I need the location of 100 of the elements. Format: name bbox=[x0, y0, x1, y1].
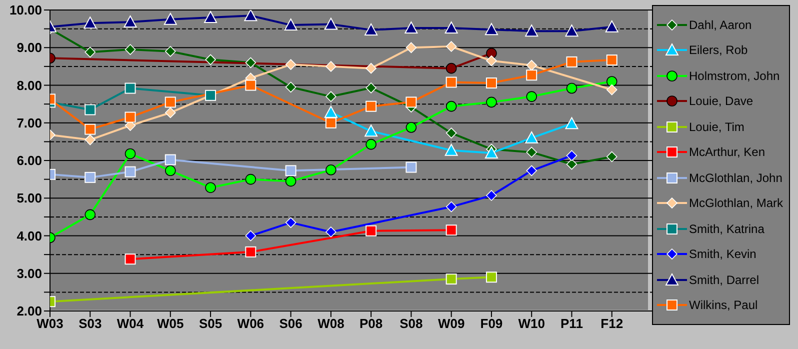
point bbox=[285, 176, 296, 187]
legend-label: McGlothlan, John bbox=[689, 170, 782, 185]
point bbox=[406, 42, 417, 54]
point bbox=[566, 158, 578, 170]
point bbox=[446, 201, 457, 212]
y-tick-label: 6.00 bbox=[16, 153, 42, 168]
point bbox=[566, 56, 578, 68]
x-tick-label: W03 bbox=[36, 316, 64, 332]
point bbox=[84, 46, 96, 58]
point bbox=[606, 54, 618, 66]
point bbox=[285, 82, 296, 93]
point bbox=[406, 122, 417, 133]
x-tick-label: F09 bbox=[480, 316, 503, 332]
point bbox=[84, 16, 97, 29]
legend-label: Eilers, Rob bbox=[689, 43, 748, 58]
point bbox=[565, 24, 578, 37]
point bbox=[124, 112, 136, 123]
point bbox=[165, 107, 176, 118]
point bbox=[245, 57, 256, 68]
x-tick-label: F12 bbox=[600, 316, 624, 332]
y-tick-label: 7.00 bbox=[16, 115, 42, 130]
point bbox=[565, 117, 578, 130]
point bbox=[366, 82, 376, 94]
legend-label: Louie, Tim bbox=[689, 120, 744, 134]
point bbox=[566, 82, 578, 94]
x-tick-label: W04 bbox=[116, 316, 144, 332]
point bbox=[486, 190, 497, 201]
legend-label: Wilkins, Paul bbox=[689, 298, 758, 312]
point bbox=[444, 22, 458, 34]
point bbox=[245, 230, 256, 242]
point bbox=[205, 54, 216, 66]
legend-label: Louie, Dave bbox=[689, 94, 754, 108]
point bbox=[446, 62, 457, 74]
point bbox=[324, 106, 338, 118]
x-tick-label: S06 bbox=[279, 316, 302, 332]
point bbox=[446, 76, 457, 88]
point bbox=[446, 41, 457, 52]
legend-label: Smith, Kevin bbox=[689, 247, 756, 262]
point bbox=[525, 24, 538, 37]
point bbox=[446, 100, 457, 112]
point bbox=[406, 162, 417, 173]
point bbox=[124, 148, 136, 160]
x-tick-label: P11 bbox=[560, 316, 583, 332]
point bbox=[124, 44, 136, 55]
point bbox=[406, 96, 417, 108]
point bbox=[205, 182, 216, 193]
point bbox=[366, 62, 376, 74]
point bbox=[566, 150, 578, 162]
point bbox=[124, 16, 137, 28]
point bbox=[444, 144, 458, 156]
point bbox=[606, 76, 618, 87]
point bbox=[84, 134, 96, 146]
legend-label: Dahl, Aaron bbox=[689, 18, 752, 32]
y-tick-label: 5.00 bbox=[16, 190, 42, 206]
x-tick-label: W08 bbox=[318, 316, 344, 332]
point bbox=[446, 274, 457, 285]
point bbox=[606, 84, 618, 96]
point bbox=[326, 226, 336, 238]
point bbox=[446, 224, 457, 236]
point bbox=[124, 254, 136, 265]
point bbox=[326, 61, 336, 72]
point bbox=[526, 165, 537, 176]
point bbox=[326, 91, 336, 102]
y-tick-label: 2.00 bbox=[16, 304, 42, 319]
point bbox=[605, 20, 618, 32]
point bbox=[164, 96, 176, 108]
x-tick-label: S03 bbox=[78, 316, 102, 332]
point bbox=[164, 154, 176, 166]
point bbox=[404, 22, 418, 34]
point bbox=[486, 55, 497, 66]
point bbox=[366, 225, 377, 236]
point bbox=[324, 18, 338, 30]
x-tick-label: W09 bbox=[438, 316, 465, 332]
point bbox=[285, 59, 296, 70]
point bbox=[245, 80, 256, 91]
y-tick-label: 3.00 bbox=[16, 266, 42, 281]
point bbox=[486, 96, 497, 108]
point bbox=[285, 165, 296, 176]
point bbox=[484, 146, 498, 158]
point bbox=[486, 77, 497, 88]
point bbox=[84, 172, 96, 183]
y-tick-label: 4.00 bbox=[16, 228, 42, 244]
x-tick-label: S05 bbox=[198, 316, 222, 332]
point bbox=[326, 164, 336, 176]
x-tick-label: W05 bbox=[157, 316, 184, 332]
point bbox=[124, 82, 136, 94]
x-tick-label: W10 bbox=[518, 316, 545, 332]
point bbox=[84, 104, 96, 116]
point bbox=[165, 165, 176, 176]
y-tick-label: 10.00 bbox=[9, 2, 42, 18]
point bbox=[366, 100, 377, 112]
x-tick-label: S08 bbox=[400, 316, 423, 332]
point bbox=[366, 138, 376, 150]
point bbox=[526, 60, 537, 71]
point bbox=[364, 124, 378, 137]
x-tick-label: P08 bbox=[359, 316, 383, 332]
point bbox=[325, 117, 336, 128]
x-tick-label: W06 bbox=[237, 316, 264, 332]
legend-label: Smith, Katrina bbox=[689, 222, 764, 236]
point bbox=[124, 166, 136, 178]
